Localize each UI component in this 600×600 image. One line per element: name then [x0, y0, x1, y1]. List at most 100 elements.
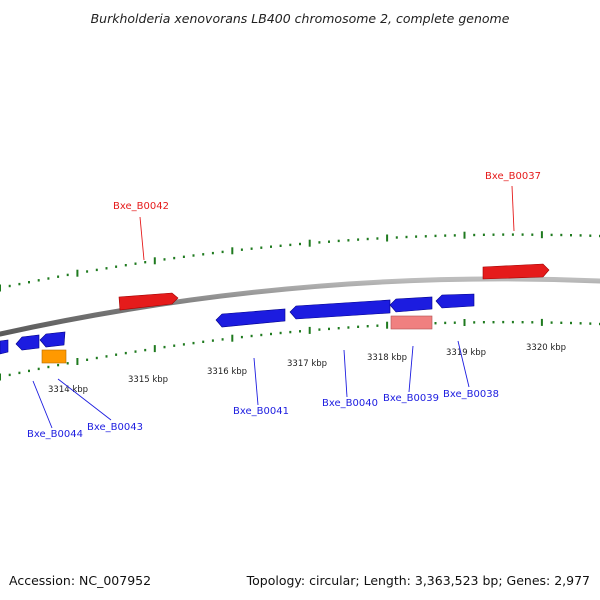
inner-ring-minor-tick — [434, 322, 437, 325]
outer-ring-minor-tick — [86, 270, 89, 273]
leader-bxe-b0038 — [457, 340, 470, 388]
gene-label-bxe-b0039[interactable]: Bxe_B0039 — [383, 393, 439, 404]
accession-text: Accession: NC_007952 — [9, 573, 151, 588]
ruler-labels: 3314 kbp 3315 kbp 3316 kbp 3317 kbp 3318… — [48, 343, 566, 395]
leader-bxe-b0041 — [253, 357, 259, 406]
inner-ring-minor-tick — [57, 363, 60, 367]
outer-ring-minor-tick — [124, 264, 127, 267]
tick-label-3319: 3319 kbp — [446, 348, 486, 358]
inner-ring-minor-tick — [182, 343, 185, 346]
outer-ring-minor-tick — [366, 237, 369, 241]
inner-ring-minor-tick — [260, 333, 263, 337]
gene-label-bxe-b0042[interactable]: Bxe_B0042 — [113, 201, 169, 212]
map-title: Burkholderia xenovorans LB400 chromosome… — [91, 11, 510, 26]
inner-ring-minor-tick — [289, 330, 292, 334]
inner-ring-major-tick — [386, 321, 389, 329]
gene-block-bxe-b0039-pink[interactable] — [390, 315, 433, 330]
outer-ring-minor-tick — [376, 237, 379, 240]
inner-ring-major-tick — [231, 334, 234, 342]
outer-ring-minor-tick — [8, 284, 11, 288]
inner-ring-minor-tick — [502, 320, 505, 324]
inner-ring-major-tick — [308, 326, 311, 334]
gene-label-bxe-b0044[interactable]: Bxe_B0044 — [27, 429, 83, 440]
outer-ring-minor-tick — [173, 256, 176, 260]
outer-ring-minor-tick — [240, 248, 243, 251]
gene-arrow-bxe-b0037[interactable] — [482, 263, 550, 280]
outer-ring-minor-tick — [182, 255, 185, 258]
outer-ring-minor-tick — [444, 234, 447, 237]
outer-ring-major-tick — [153, 257, 156, 265]
label-leaders — [32, 185, 515, 429]
leader-bxe-b0037 — [511, 185, 515, 232]
outer-ring-minor-tick — [405, 235, 408, 239]
inner-ring-major-tick — [463, 319, 466, 326]
gene-label-bxe-b0041[interactable]: Bxe_B0041 — [233, 406, 289, 417]
inner-ring-minor-tick — [8, 373, 11, 377]
gene-arrow-bxe-b0043[interactable] — [39, 331, 66, 348]
leader-bxe-b0039 — [408, 345, 414, 393]
outer-ring-minor-tick — [95, 268, 98, 272]
gene-arrow-bxe-b0039[interactable] — [389, 296, 433, 313]
inner-ring-minor-tick — [134, 350, 137, 353]
inner-ring-minor-tick — [47, 365, 50, 369]
outer-ring-minor-tick — [415, 235, 418, 238]
outer-ring-minor-tick — [453, 234, 456, 237]
gene-label-bxe-b0037[interactable]: Bxe_B0037 — [485, 171, 541, 182]
inner-ring-minor-tick — [337, 327, 340, 330]
outer-ring-minor-tick — [115, 265, 118, 268]
inner-ring-minor-tick — [105, 355, 108, 358]
gene-arrow-bxe-b0042[interactable] — [118, 292, 179, 311]
gene-arrow-bxe-b0040[interactable] — [289, 299, 391, 320]
outer-tick-ring — [0, 231, 600, 292]
inner-ring-minor-tick — [328, 327, 330, 331]
inner-ring-major-tick — [540, 318, 543, 326]
outer-ring-minor-tick — [482, 233, 485, 236]
tick-label-3315: 3315 kbp — [128, 375, 168, 385]
inner-ring-minor-tick — [115, 353, 118, 356]
outer-ring-minor-tick — [163, 258, 166, 261]
gene-arrow-left-partial[interactable] — [0, 339, 9, 355]
inner-ring-minor-tick — [163, 345, 166, 349]
outer-ring-minor-tick — [37, 279, 40, 282]
inner-ring-major-tick — [0, 373, 1, 381]
outer-ring-major-tick — [540, 231, 543, 239]
inner-ring-minor-tick — [144, 348, 147, 352]
inner-ring-minor-tick — [211, 339, 214, 342]
gene-label-bxe-b0043[interactable]: Bxe_B0043 — [87, 422, 143, 433]
outer-ring-minor-tick — [473, 233, 476, 237]
gene-arrow-bxe-b0038[interactable] — [435, 293, 475, 309]
inner-ring-minor-tick — [221, 338, 224, 341]
gene-label-bxe-b0038[interactable]: Bxe_B0038 — [443, 389, 499, 400]
outer-ring-major-tick — [0, 284, 1, 292]
inner-ring-minor-tick — [18, 371, 21, 375]
inner-ring-minor-tick — [37, 367, 40, 371]
tick-label-3317: 3317 kbp — [287, 359, 327, 369]
outer-ring-minor-tick — [570, 234, 572, 237]
gene-labels: Bxe_B0037 Bxe_B0042 Bxe_B0041 Bxe_B0040 … — [27, 171, 541, 440]
outer-ring-minor-tick — [289, 243, 292, 247]
inner-ring-minor-tick — [299, 330, 301, 333]
inner-ring-minor-tick — [560, 321, 563, 324]
chromosome-backbone — [0, 276, 600, 337]
outer-ring-minor-tick — [492, 233, 495, 236]
outer-ring-major-tick — [386, 234, 389, 242]
gene-arrow-bxe-b0044[interactable] — [15, 334, 40, 351]
outer-ring-minor-tick — [357, 238, 360, 241]
outer-ring-minor-tick — [134, 262, 137, 265]
outer-ring-minor-tick — [47, 277, 50, 280]
outer-ring-minor-tick — [550, 233, 553, 237]
outer-ring-minor-tick — [502, 233, 505, 236]
outer-ring-minor-tick — [589, 234, 592, 237]
outer-ring-major-tick — [231, 247, 234, 255]
gene-arrow-bxe-b0041[interactable] — [215, 308, 286, 328]
outer-ring-minor-tick — [424, 235, 427, 238]
inner-ring-minor-tick — [318, 328, 321, 331]
inner-ring-minor-tick — [279, 331, 282, 335]
outer-ring-minor-tick — [18, 282, 21, 286]
tick-label-3316: 3316 kbp — [207, 367, 247, 377]
inner-ring-minor-tick — [240, 335, 243, 339]
gene-block-bxe-b0043-orange[interactable] — [41, 349, 67, 364]
tick-label-3318: 3318 kbp — [367, 353, 407, 363]
gene-label-bxe-b0040[interactable]: Bxe_B0040 — [322, 398, 378, 409]
outer-ring-minor-tick — [28, 281, 30, 284]
